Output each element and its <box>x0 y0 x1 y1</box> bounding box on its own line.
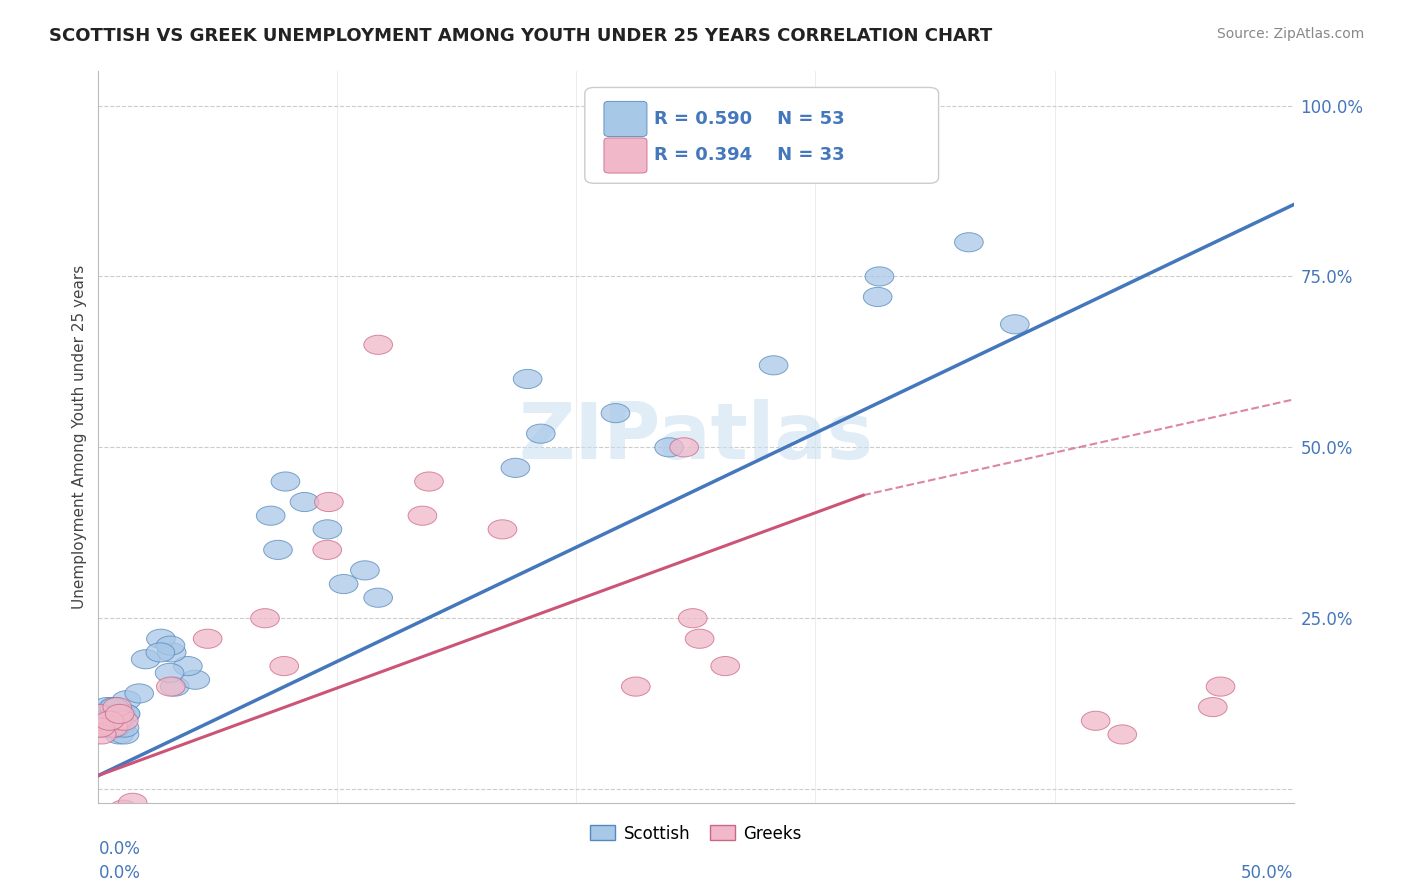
Ellipse shape <box>90 711 120 731</box>
Ellipse shape <box>173 657 202 675</box>
Ellipse shape <box>160 677 188 696</box>
Ellipse shape <box>146 643 174 662</box>
Ellipse shape <box>314 541 342 559</box>
Ellipse shape <box>155 664 184 682</box>
Ellipse shape <box>90 718 120 737</box>
Ellipse shape <box>252 821 280 839</box>
Ellipse shape <box>1081 711 1109 731</box>
Ellipse shape <box>264 541 292 559</box>
Ellipse shape <box>84 705 112 723</box>
Text: ZIPatlas: ZIPatlas <box>519 399 873 475</box>
Ellipse shape <box>86 718 115 737</box>
Ellipse shape <box>101 718 129 737</box>
Ellipse shape <box>759 356 787 375</box>
Ellipse shape <box>105 705 134 723</box>
Ellipse shape <box>110 718 139 737</box>
Ellipse shape <box>157 643 186 662</box>
Ellipse shape <box>315 492 343 512</box>
Ellipse shape <box>100 698 128 716</box>
Ellipse shape <box>86 718 115 737</box>
Ellipse shape <box>96 718 124 737</box>
Ellipse shape <box>110 800 138 819</box>
Ellipse shape <box>364 588 392 607</box>
Ellipse shape <box>98 698 127 716</box>
FancyBboxPatch shape <box>605 102 647 136</box>
FancyBboxPatch shape <box>585 87 939 183</box>
Ellipse shape <box>501 458 530 477</box>
Y-axis label: Unemployment Among Youth under 25 years: Unemployment Among Youth under 25 years <box>72 265 87 609</box>
Ellipse shape <box>679 608 707 628</box>
Ellipse shape <box>1108 725 1136 744</box>
Ellipse shape <box>526 424 555 443</box>
Ellipse shape <box>98 718 128 737</box>
Ellipse shape <box>125 684 153 703</box>
Ellipse shape <box>408 506 437 525</box>
Ellipse shape <box>711 657 740 675</box>
Ellipse shape <box>364 335 392 354</box>
Ellipse shape <box>655 438 683 457</box>
Ellipse shape <box>488 520 517 539</box>
Ellipse shape <box>290 492 319 512</box>
Ellipse shape <box>100 698 128 716</box>
Ellipse shape <box>110 725 139 744</box>
Ellipse shape <box>84 711 114 731</box>
Legend: Scottish, Greeks: Scottish, Greeks <box>583 818 808 849</box>
Ellipse shape <box>97 711 125 731</box>
Ellipse shape <box>146 629 176 648</box>
Ellipse shape <box>669 438 699 457</box>
Ellipse shape <box>621 677 650 696</box>
Ellipse shape <box>1001 315 1029 334</box>
Ellipse shape <box>111 705 139 723</box>
Ellipse shape <box>86 705 115 723</box>
Ellipse shape <box>156 636 184 655</box>
Ellipse shape <box>111 705 141 723</box>
Ellipse shape <box>271 472 299 491</box>
Ellipse shape <box>87 725 117 744</box>
Ellipse shape <box>267 814 295 833</box>
Ellipse shape <box>513 369 541 389</box>
Text: 50.0%: 50.0% <box>1241 864 1294 882</box>
Ellipse shape <box>110 711 138 731</box>
Ellipse shape <box>350 561 380 580</box>
Ellipse shape <box>865 267 894 286</box>
Ellipse shape <box>193 629 222 648</box>
Ellipse shape <box>131 649 160 669</box>
Text: R = 0.394    N = 33: R = 0.394 N = 33 <box>654 146 845 164</box>
Ellipse shape <box>415 472 443 491</box>
Ellipse shape <box>1206 677 1234 696</box>
Ellipse shape <box>156 677 186 696</box>
Ellipse shape <box>955 233 983 252</box>
Ellipse shape <box>329 574 359 593</box>
Ellipse shape <box>107 718 135 737</box>
Ellipse shape <box>112 690 141 710</box>
Ellipse shape <box>602 403 630 423</box>
Ellipse shape <box>863 287 891 307</box>
Ellipse shape <box>181 670 209 690</box>
Ellipse shape <box>98 711 127 731</box>
Ellipse shape <box>93 698 121 716</box>
Ellipse shape <box>103 698 132 716</box>
Text: 0.0%: 0.0% <box>98 864 141 882</box>
Ellipse shape <box>105 725 134 744</box>
Ellipse shape <box>314 520 342 539</box>
Ellipse shape <box>104 711 132 731</box>
Ellipse shape <box>103 711 132 731</box>
FancyBboxPatch shape <box>605 138 647 173</box>
Ellipse shape <box>270 657 298 675</box>
Ellipse shape <box>685 629 714 648</box>
Ellipse shape <box>256 506 285 525</box>
Text: Source: ZipAtlas.com: Source: ZipAtlas.com <box>1216 27 1364 41</box>
Ellipse shape <box>1198 698 1227 716</box>
Ellipse shape <box>108 807 138 826</box>
Ellipse shape <box>96 711 124 731</box>
Ellipse shape <box>250 608 280 628</box>
Ellipse shape <box>107 705 136 723</box>
Ellipse shape <box>118 793 148 813</box>
Ellipse shape <box>86 711 115 731</box>
Text: SCOTTISH VS GREEK UNEMPLOYMENT AMONG YOUTH UNDER 25 YEARS CORRELATION CHART: SCOTTISH VS GREEK UNEMPLOYMENT AMONG YOU… <box>49 27 993 45</box>
Ellipse shape <box>97 711 125 731</box>
Ellipse shape <box>91 705 121 723</box>
Text: 0.0%: 0.0% <box>98 840 141 858</box>
Text: R = 0.590    N = 53: R = 0.590 N = 53 <box>654 110 845 128</box>
